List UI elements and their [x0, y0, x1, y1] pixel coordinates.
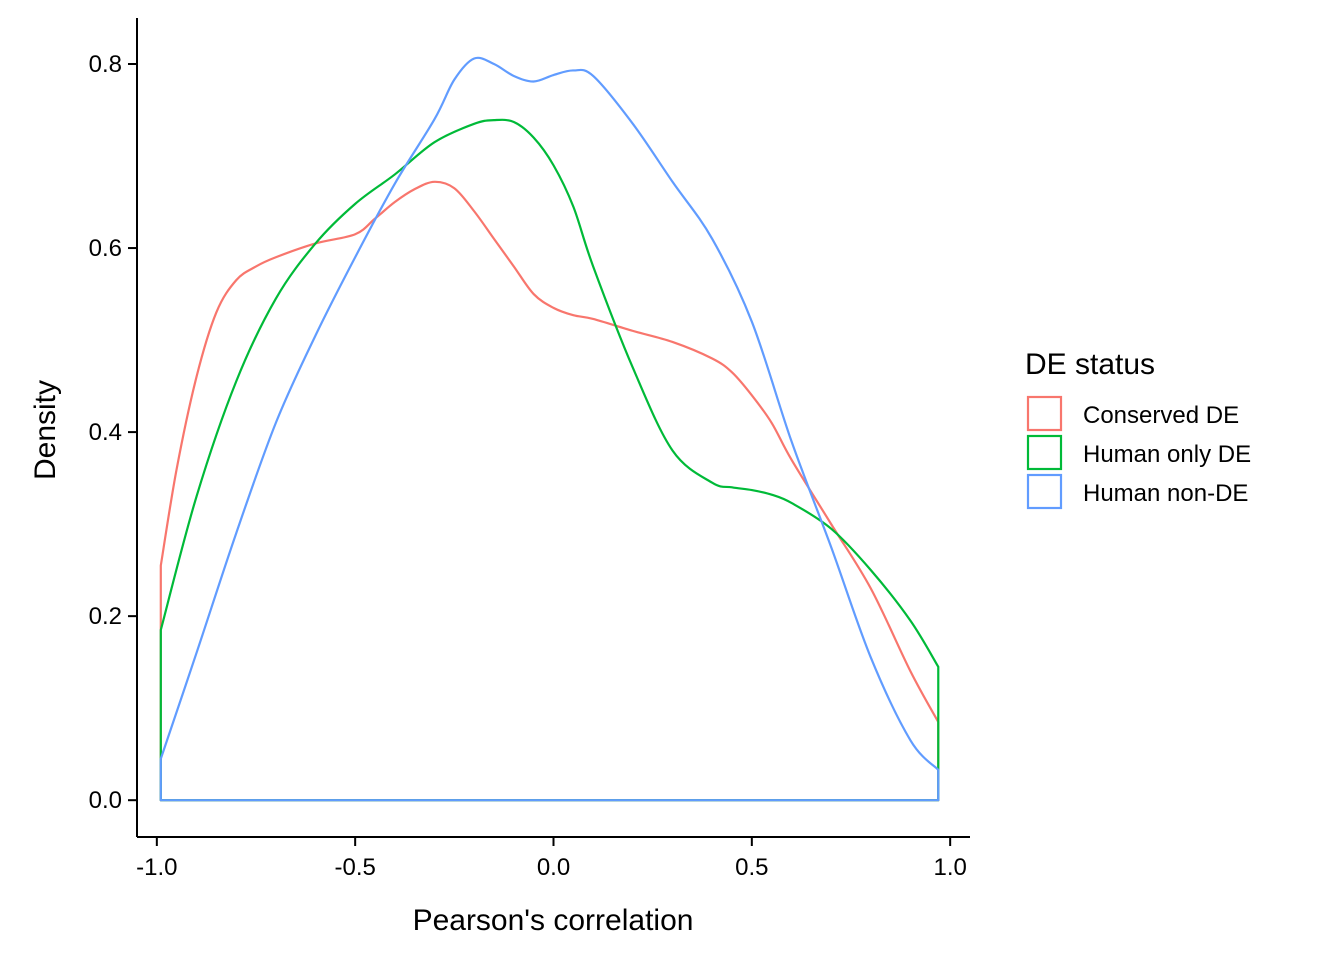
plot-area	[159, 56, 940, 802]
y-tick-label: 0.6	[89, 235, 122, 262]
series-line-2	[159, 118, 940, 802]
legend-items: Conserved DE Human only DE Human non-DE	[1026, 395, 1251, 510]
legend-key	[1026, 395, 1063, 432]
y-axis-title: Density	[29, 380, 62, 480]
legend-label: Human only DE	[1083, 441, 1251, 468]
y-tick-label: 0.8	[89, 51, 122, 78]
y-tick-label: 0.2	[89, 603, 122, 630]
series-line-3	[159, 56, 940, 802]
series-line-1	[159, 180, 940, 802]
legend-label: Human non-DE	[1083, 480, 1248, 507]
legend-label: Conserved DE	[1083, 402, 1239, 429]
x-tick-label: 0.5	[735, 854, 768, 881]
x-ticks: -1.0 -0.5 0.0 0.5 1.0	[136, 837, 967, 881]
x-axis-title: Pearson's correlation	[413, 904, 694, 937]
axes: -1.0 -0.5 0.0 0.5 1.0 0.0 0.2 0.4 0.6 0.8	[89, 18, 970, 881]
x-tick-label: 0.0	[537, 854, 570, 881]
legend: DE status Conserved DE Human only DE Human…	[1025, 348, 1251, 510]
y-ticks: 0.0 0.2 0.4 0.6 0.8	[89, 51, 137, 814]
y-tick-label: 0.4	[89, 419, 122, 446]
legend-title: DE status	[1025, 348, 1155, 381]
x-tick-label: -1.0	[136, 854, 177, 881]
legend-key	[1026, 434, 1063, 471]
legend-key	[1026, 473, 1063, 510]
y-tick-label: 0.0	[89, 787, 122, 814]
x-tick-label: 1.0	[933, 854, 966, 881]
x-tick-label: -0.5	[334, 854, 375, 881]
